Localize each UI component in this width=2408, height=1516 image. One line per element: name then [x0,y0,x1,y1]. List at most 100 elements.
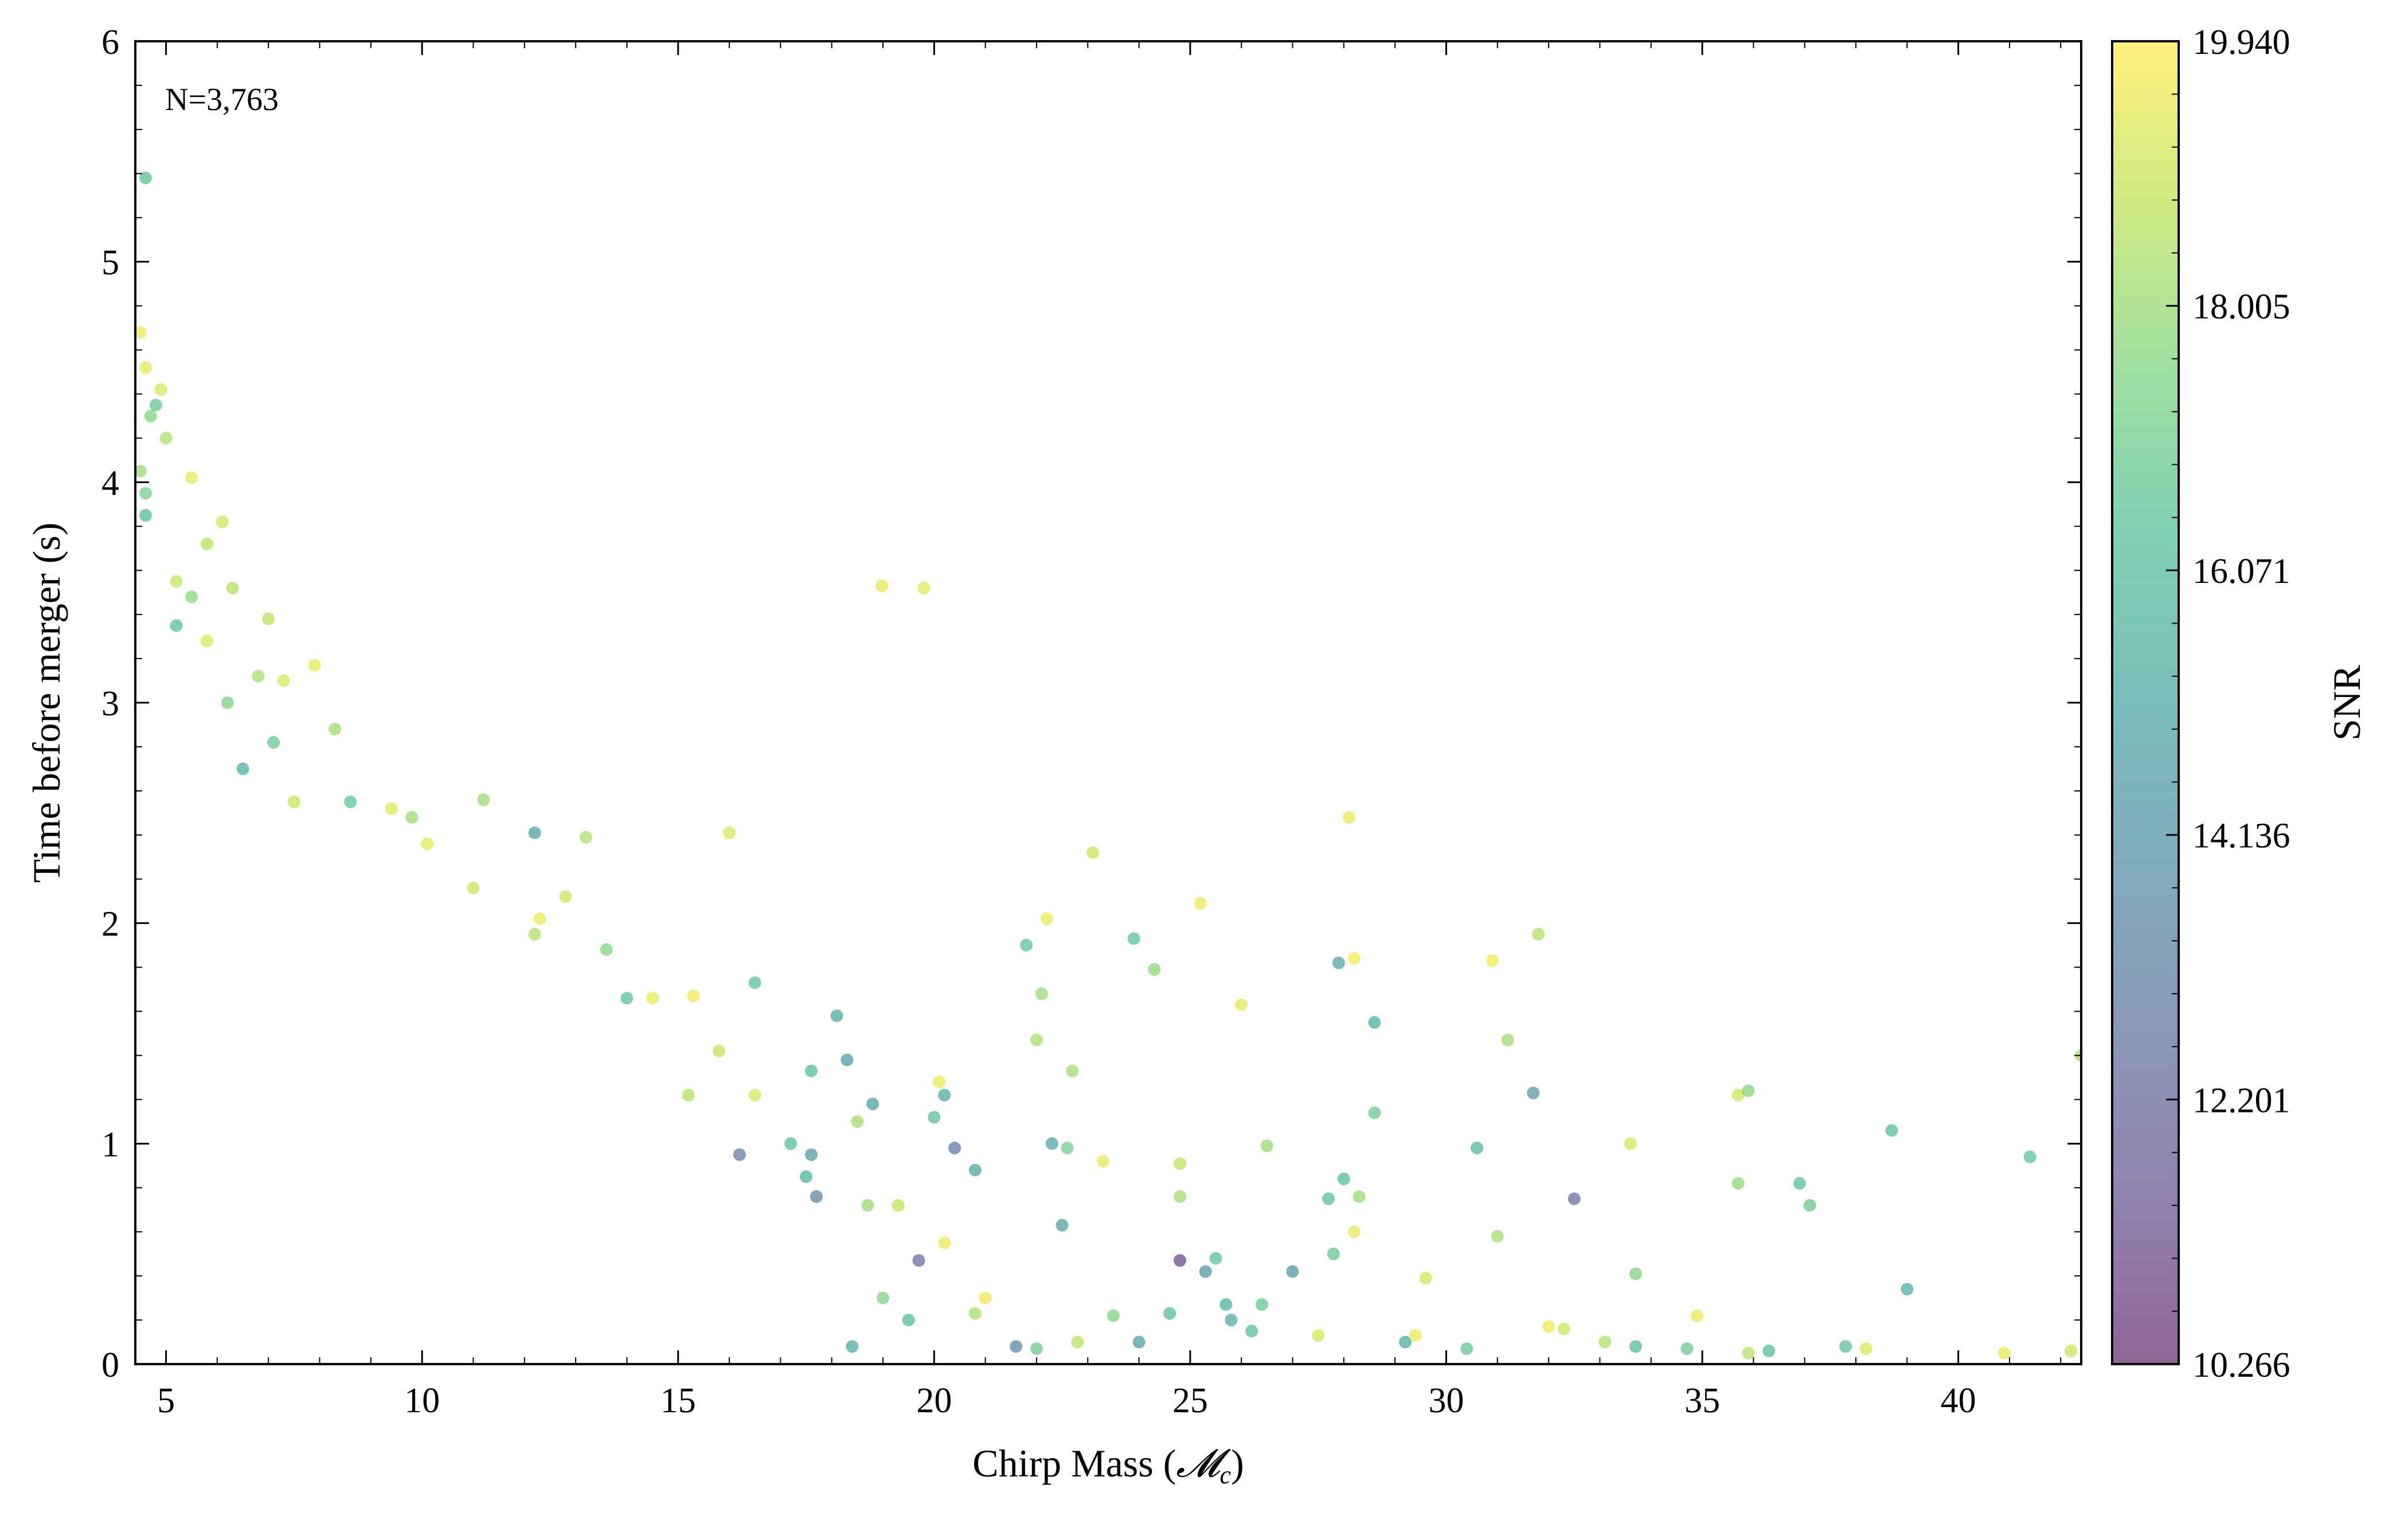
data-point [1322,1192,1335,1205]
y-tick-label: 4 [101,464,119,503]
data-point [2023,1150,2036,1164]
data-point [1901,1283,1914,1296]
data-point [2065,1344,2078,1357]
data-point [344,796,357,809]
y-tick-label: 6 [101,23,119,62]
data-point [1332,956,1345,969]
data-point [1174,1190,1186,1203]
data-point [1312,1329,1325,1342]
colorbar: 10.266 12.201 14.136 16.071 18.005 19.940 SNR [2111,23,2368,1385]
data-point [1557,1322,1570,1335]
data-point [267,736,280,749]
data-point [139,171,152,185]
colorbar-label: SNR [2325,664,2368,741]
data-point [580,831,592,844]
data-point [236,762,249,775]
data-point [135,326,147,339]
data-point [1629,1267,1642,1280]
data-point [1056,1219,1069,1232]
data-point [933,1075,946,1088]
data-point [1255,1298,1268,1311]
data-point [185,590,198,604]
data-point [830,1009,843,1023]
data-point [1061,1142,1074,1154]
data-point [405,811,419,824]
data-point [144,409,157,422]
x-tick-label: 25 [1172,1381,1208,1420]
data-point [938,1088,951,1102]
data-point [1527,1086,1540,1099]
data-point [877,1291,889,1305]
data-point [221,696,234,709]
data-point [135,465,147,478]
data-point [1998,1346,2011,1360]
data-point [979,1291,992,1305]
data-point [851,1115,864,1128]
data-point [159,432,173,445]
data-point [1624,1137,1637,1150]
data-point [687,989,700,1002]
data-point [308,659,321,672]
data-point [1486,954,1499,967]
data-point [1347,1225,1361,1239]
data-point [1245,1325,1258,1338]
colorbar-tick-label: 19.940 [2192,23,2290,62]
data-point [533,912,546,925]
data-point [1501,1033,1514,1047]
data-point [201,634,213,648]
data-point [528,826,541,839]
x-tick-label: 10 [404,1381,440,1420]
data-point [528,927,541,941]
data-point [1742,1346,1755,1360]
data-point [1337,1172,1350,1185]
data-point [805,1064,818,1078]
data-point [1368,1106,1381,1119]
data-point [329,723,342,736]
data-point [1859,1342,1873,1356]
data-point [1419,1272,1432,1284]
data-point [1762,1344,1776,1357]
scatter-points [135,171,2081,1360]
data-point [1286,1265,1299,1278]
data-point [139,361,152,374]
data-point [1219,1298,1233,1311]
data-point [875,579,889,593]
data-point [682,1088,695,1102]
data-point [1839,1340,1852,1353]
colorbar-frame [2111,40,2180,1365]
data-point [1066,1064,1079,1078]
y-tick-label: 0 [101,1346,119,1385]
data-point [620,992,634,1005]
data-point [170,619,183,632]
data-point [733,1148,746,1161]
data-point [1885,1124,1898,1137]
data-point [748,976,761,989]
x-tick-label: 5 [157,1381,175,1420]
data-point [1010,1340,1023,1353]
x-tick-label: 35 [1684,1381,1720,1420]
annotation-count: N=3,763 [165,82,279,117]
colorbar-tick-label: 16.071 [2192,552,2290,591]
data-point [600,943,613,956]
data-point [139,509,152,522]
data-point [1691,1309,1704,1322]
colorbar-ticks: 10.266 12.201 14.136 16.071 18.005 19.940 [2166,23,2290,1385]
data-point [1199,1265,1212,1278]
data-point [902,1314,915,1327]
data-point [1235,998,1248,1011]
data-point [1567,1192,1581,1205]
colorbar-tick-label: 12.201 [2192,1081,2290,1120]
data-point [1327,1247,1340,1260]
data-point [1460,1342,1473,1356]
data-point [1260,1139,1273,1153]
data-point [1680,1342,1694,1356]
data-point [1399,1335,1412,1349]
y-tick-label: 1 [101,1125,119,1164]
data-point [866,1098,879,1111]
data-point [201,538,213,550]
data-point [1491,1229,1504,1243]
data-point [1148,963,1161,976]
data-point [928,1111,941,1124]
data-point [1174,1157,1186,1170]
data-point [948,1142,961,1154]
